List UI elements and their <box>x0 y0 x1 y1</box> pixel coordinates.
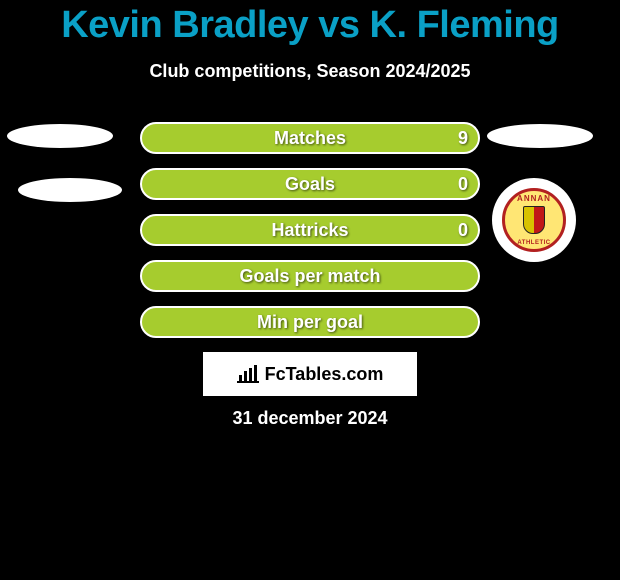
watermark-text: FcTables.com <box>265 364 384 385</box>
badge-shield-icon <box>523 206 545 234</box>
placeholder-ellipse <box>18 178 122 202</box>
stat-bar-label: Min per goal <box>140 306 480 338</box>
stat-bar-label: Matches <box>140 122 480 154</box>
subtitle: Club competitions, Season 2024/2025 <box>0 61 620 82</box>
placeholder-ellipse <box>7 124 113 148</box>
chart-icon <box>237 365 259 383</box>
page-title: Kevin Bradley vs K. Fleming <box>0 0 620 47</box>
watermark: FcTables.com <box>203 352 417 396</box>
stat-bar: Goals0 <box>140 168 480 200</box>
stat-bar: Hattricks0 <box>140 214 480 246</box>
stat-bar-value: 9 <box>458 122 468 154</box>
stat-bar-value: 0 <box>458 214 468 246</box>
stat-bars: Matches9Goals0Hattricks0Goals per matchM… <box>140 122 480 352</box>
placeholder-ellipse <box>487 124 593 148</box>
badge-bottom-text: ATHLETIC <box>505 240 563 246</box>
badge-top-text: ANNAN <box>505 194 563 203</box>
team-badge-right: ANNAN ATHLETIC <box>492 178 576 262</box>
stat-bar: Goals per match <box>140 260 480 292</box>
stat-bar-value: 0 <box>458 168 468 200</box>
team-badge-inner: ANNAN ATHLETIC <box>502 188 566 252</box>
stat-bar-label: Goals per match <box>140 260 480 292</box>
stat-bar: Min per goal <box>140 306 480 338</box>
stat-bar-label: Hattricks <box>140 214 480 246</box>
date-label: 31 december 2024 <box>0 408 620 429</box>
stat-bar: Matches9 <box>140 122 480 154</box>
stat-bar-label: Goals <box>140 168 480 200</box>
